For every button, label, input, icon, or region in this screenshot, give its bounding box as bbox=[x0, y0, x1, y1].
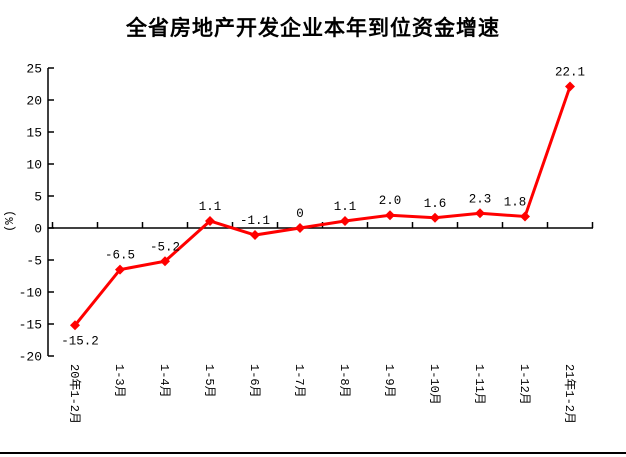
data-point-marker bbox=[520, 211, 530, 222]
data-point-value-label: 2.0 bbox=[379, 194, 402, 208]
x-axis-category-label: 1-4月 bbox=[157, 364, 171, 398]
data-point-value-label: 2.3 bbox=[469, 192, 492, 206]
y-axis-title: (%) bbox=[3, 210, 17, 232]
data-point-marker bbox=[340, 215, 350, 226]
x-axis-category-label: 1-11月 bbox=[472, 364, 486, 405]
data-point-value-label: 1.1 bbox=[199, 200, 222, 214]
data-point-value-label: 1.8 bbox=[504, 195, 527, 209]
y-axis-tick-label: 15 bbox=[26, 126, 42, 141]
y-axis-tick-label: -10 bbox=[19, 286, 42, 301]
data-point-value-label: 1.6 bbox=[424, 197, 447, 211]
data-point-marker bbox=[160, 256, 170, 267]
data-point-marker bbox=[430, 212, 440, 223]
x-axis-category-label: 21年1-2月 bbox=[562, 364, 577, 424]
x-axis-category-label: 1-5月 bbox=[202, 364, 216, 398]
y-axis-tick-label: 20 bbox=[26, 94, 42, 109]
data-point-marker bbox=[475, 208, 485, 219]
y-axis-tick-label: 0 bbox=[34, 222, 42, 237]
data-point-marker bbox=[205, 215, 215, 226]
data-point-marker bbox=[250, 230, 260, 241]
data-point-value-label: -1.1 bbox=[240, 214, 270, 228]
x-axis-category-label: 1-10月 bbox=[427, 364, 441, 405]
x-axis-category-label: 1-3月 bbox=[112, 364, 126, 398]
x-axis-category-label: 1-9月 bbox=[382, 364, 396, 398]
y-axis-tick-label: 10 bbox=[26, 158, 42, 173]
data-point-marker bbox=[565, 81, 575, 92]
x-axis-category-label: 20年1-2月 bbox=[67, 364, 82, 424]
data-point-marker bbox=[295, 223, 305, 233]
x-axis-category-label: 1-6月 bbox=[247, 364, 261, 398]
data-point-value-label: 0 bbox=[296, 207, 304, 221]
data-point-value-label: -6.5 bbox=[105, 249, 135, 263]
bottom-divider-line bbox=[0, 452, 626, 454]
data-point-value-label: 1.1 bbox=[334, 200, 357, 214]
y-axis-tick-label: 5 bbox=[34, 190, 42, 205]
data-point-marker bbox=[385, 210, 395, 221]
y-axis-tick-label: -5 bbox=[26, 254, 42, 269]
x-axis-category-label: 1-8月 bbox=[337, 364, 351, 398]
data-point-value-label: -5.2 bbox=[150, 240, 180, 254]
data-point-value-label: 22.1 bbox=[555, 66, 585, 80]
chart-title: 全省房地产开发企业本年到位资金增速 bbox=[126, 17, 500, 40]
x-axis-category-label: 1-7月 bbox=[292, 364, 306, 398]
y-axis-tick-label: -15 bbox=[19, 318, 42, 333]
data-point-marker bbox=[115, 264, 125, 275]
y-axis-tick-label: -20 bbox=[19, 350, 42, 365]
data-point-value-label: -15.2 bbox=[61, 334, 99, 348]
series-line bbox=[73, 86, 572, 327]
x-axis-category-label: 1-12月 bbox=[517, 364, 531, 405]
y-axis-tick-label: 25 bbox=[26, 62, 42, 77]
data-point-marker bbox=[70, 320, 80, 331]
